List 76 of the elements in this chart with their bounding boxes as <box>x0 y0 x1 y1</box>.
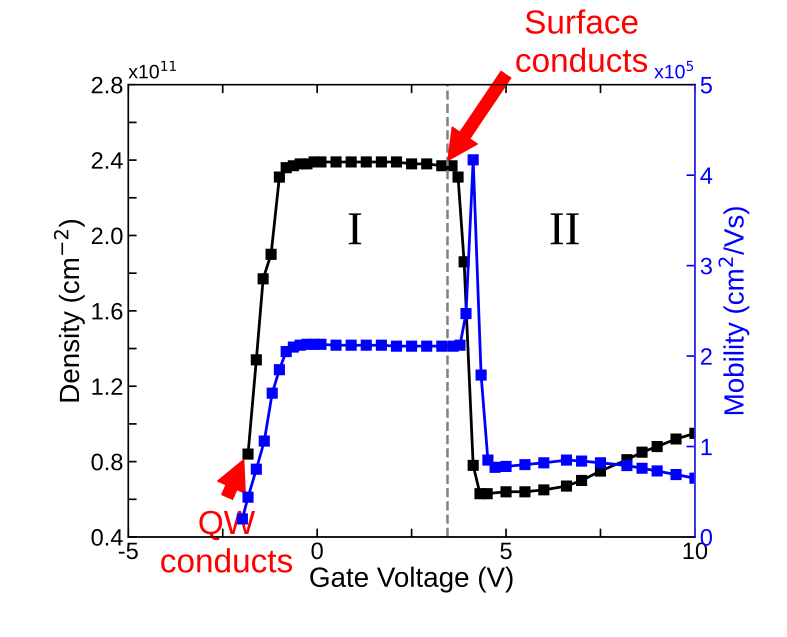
text: Surface conducts <box>516 9 648 72</box>
y2-tick-label: 3 <box>700 258 712 274</box>
point <box>390 156 402 168</box>
point <box>621 460 632 472</box>
point <box>460 308 472 320</box>
point <box>330 156 342 168</box>
point <box>266 248 277 260</box>
y2-tick-label: 5 <box>700 77 712 94</box>
point <box>452 172 464 183</box>
point <box>376 156 387 168</box>
point <box>446 160 458 172</box>
point <box>560 454 572 466</box>
point <box>454 340 466 351</box>
y-tick-label: 2.8 <box>92 76 122 94</box>
point <box>242 492 254 503</box>
point <box>560 480 572 492</box>
point <box>519 459 530 470</box>
text: x10$^{5}$ <box>654 60 694 78</box>
point <box>482 488 493 500</box>
point <box>636 446 648 458</box>
point <box>636 462 648 474</box>
y-tick-label: 2.4 <box>92 152 123 169</box>
point <box>421 158 432 170</box>
y-tick-label: 1.6 <box>92 302 122 320</box>
point <box>274 172 285 183</box>
point <box>490 462 501 473</box>
y2-tick-label: 1 <box>702 438 712 456</box>
point <box>346 340 357 351</box>
y-tick-label: 2.0 <box>92 228 122 244</box>
point <box>652 440 663 452</box>
point <box>376 340 387 351</box>
point <box>315 156 326 168</box>
x-axis-title: Gate Voltage (V) <box>310 566 513 593</box>
point <box>476 370 487 381</box>
point <box>670 469 682 480</box>
point <box>390 340 402 352</box>
point <box>406 340 418 352</box>
point <box>258 436 270 447</box>
y2-tick-label: 4 <box>700 167 712 184</box>
point <box>468 154 479 166</box>
point <box>346 156 357 168</box>
y2-tick-label: 2 <box>700 348 712 365</box>
annotation: I <box>348 213 362 244</box>
text: x10$^{11}$ <box>128 60 176 78</box>
point <box>421 340 432 352</box>
point <box>670 433 682 445</box>
point <box>538 457 550 468</box>
y-axis-title: Density (cm$^{−2}$) <box>54 220 85 402</box>
point <box>652 465 663 477</box>
point <box>330 340 342 351</box>
point <box>500 486 512 498</box>
point <box>436 340 448 352</box>
point <box>250 464 262 475</box>
point <box>250 354 262 366</box>
point <box>576 474 588 486</box>
point <box>360 340 372 351</box>
point <box>266 388 278 399</box>
point <box>519 486 530 498</box>
point <box>538 484 550 496</box>
point <box>500 460 512 472</box>
point <box>406 158 418 170</box>
x-tick-label: 5 <box>500 542 512 560</box>
y-tick-label: 0.8 <box>92 454 122 470</box>
point <box>274 364 285 376</box>
point <box>258 273 269 284</box>
annotation: II <box>550 213 579 244</box>
y-tick-label: 1.2 <box>92 378 122 395</box>
point <box>242 448 254 460</box>
point <box>436 160 448 172</box>
point <box>315 338 326 350</box>
point <box>360 156 372 168</box>
x-tick-label: 0 <box>312 542 323 560</box>
point <box>594 457 606 468</box>
y2-axis-title: Mobility (cm$^{2}$/Vs) <box>718 207 750 414</box>
point <box>468 460 479 471</box>
point <box>576 455 588 467</box>
